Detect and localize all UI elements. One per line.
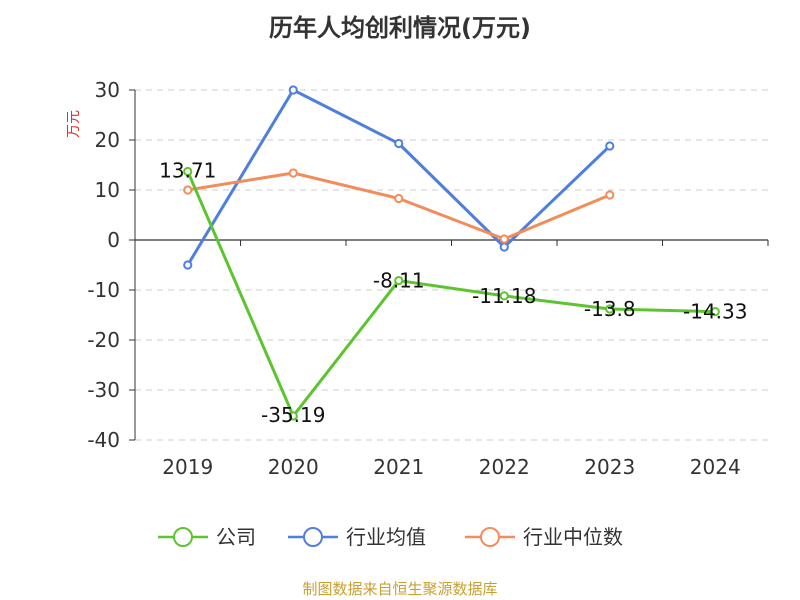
data-point	[605, 141, 615, 151]
y-axis-label: 万元	[66, 110, 82, 138]
data-point	[394, 275, 404, 286]
grid-lines	[135, 89, 768, 441]
source-note: 制图数据来自恒生聚源数据库	[302, 580, 497, 598]
chart-title: 历年人均创利情况(万元)	[269, 14, 531, 42]
data-point	[499, 234, 509, 244]
legend-item[interactable]: 公司	[158, 525, 256, 549]
axes: 30 20 10 0 -10 -20 -30 -40 2019 2020 2021 2022 2023 2…	[87, 78, 769, 479]
legend-label: 公司	[216, 525, 256, 549]
data-point	[183, 185, 193, 195]
legend-marker-icon	[480, 527, 500, 547]
legend-label: 行业中位数	[523, 525, 623, 549]
y-tick-label: -40	[87, 428, 120, 452]
data-point	[394, 138, 404, 149]
y-tick-label: 30	[95, 78, 120, 102]
data-point	[288, 411, 298, 421]
x-tick-label: 2024	[690, 455, 741, 479]
data-point	[605, 190, 615, 200]
x-tick-label: 2023	[584, 455, 635, 479]
legend-marker-icon	[173, 527, 193, 547]
data-point	[288, 168, 298, 178]
data-label: -14.33	[683, 300, 747, 324]
y-tick-label: -10	[87, 278, 120, 302]
data-label: -35.19	[261, 403, 325, 427]
legend-item[interactable]: 行业均值	[288, 525, 426, 549]
legend[interactable]: 公司 行业均值 行业中位数	[158, 525, 623, 549]
data-label: 13.71	[159, 158, 216, 182]
x-tick-label: 2019	[162, 455, 213, 479]
y-tick-label: -30	[87, 378, 120, 402]
y-tick-label: 20	[95, 128, 120, 152]
y-tick-label: 10	[95, 178, 120, 202]
data-point	[183, 166, 193, 177]
data-label: -8.11	[373, 269, 425, 293]
x-tick-label: 2021	[373, 455, 424, 479]
data-label: -13.8	[584, 297, 636, 321]
data-labels: 13.71 -35.19 -8.11 -11.18 -13.8 -14.33	[159, 158, 747, 427]
legend-marker-icon	[303, 527, 323, 547]
data-point	[710, 307, 720, 317]
data-point	[183, 260, 193, 270]
data-point	[394, 193, 404, 204]
data-point	[499, 291, 509, 301]
series-group	[183, 85, 720, 421]
legend-label: 行业均值	[346, 525, 426, 549]
legend-item[interactable]: 行业中位数	[465, 525, 623, 549]
x-tick-label: 2022	[479, 455, 530, 479]
y-tick-label: 0	[107, 228, 120, 252]
data-point	[499, 242, 509, 252]
series-line	[186, 170, 716, 418]
data-point	[288, 85, 298, 95]
data-point	[605, 304, 615, 314]
x-tick-label: 2020	[268, 455, 319, 479]
series-line	[186, 88, 611, 266]
y-tick-label: -20	[87, 328, 120, 352]
data-label: -11.18	[472, 284, 536, 308]
